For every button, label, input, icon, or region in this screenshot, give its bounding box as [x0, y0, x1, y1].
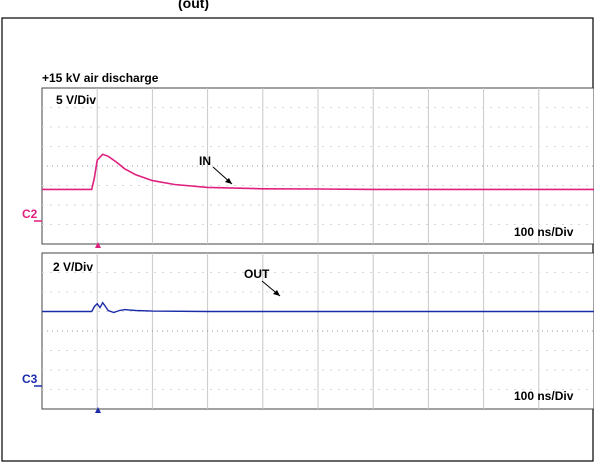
chart-title: +15 kV air discharge	[42, 71, 159, 85]
panel-grid	[42, 88, 594, 244]
time-scale-label: 100 ns/Div	[514, 389, 574, 403]
channel-label-c3: C3	[22, 372, 38, 386]
trigger-marker-icon	[95, 242, 101, 248]
scope-panel-out: 2 V/Div 100 ns/Div OUT C3	[22, 252, 594, 413]
scope-panel-in: 5 V/Div 100 ns/Div IN C2	[22, 87, 594, 248]
annotation-label-in: IN	[199, 154, 211, 168]
time-scale-label: 100 ns/Div	[514, 225, 574, 239]
header-title-fragment: (out)	[178, 0, 209, 11]
trigger-marker-icon	[95, 407, 101, 413]
trace-out	[42, 301, 594, 314]
annotation-label-out: OUT	[244, 267, 270, 281]
trace-in	[42, 153, 594, 191]
arrowhead-icon	[225, 178, 232, 184]
arrowhead-icon	[273, 290, 280, 296]
panel-grid	[42, 253, 594, 409]
vertical-scale-label: 5 V/Div	[56, 93, 96, 107]
vertical-scale-label: 2 V/Div	[53, 260, 93, 274]
channel-label-c2: C2	[22, 207, 38, 221]
